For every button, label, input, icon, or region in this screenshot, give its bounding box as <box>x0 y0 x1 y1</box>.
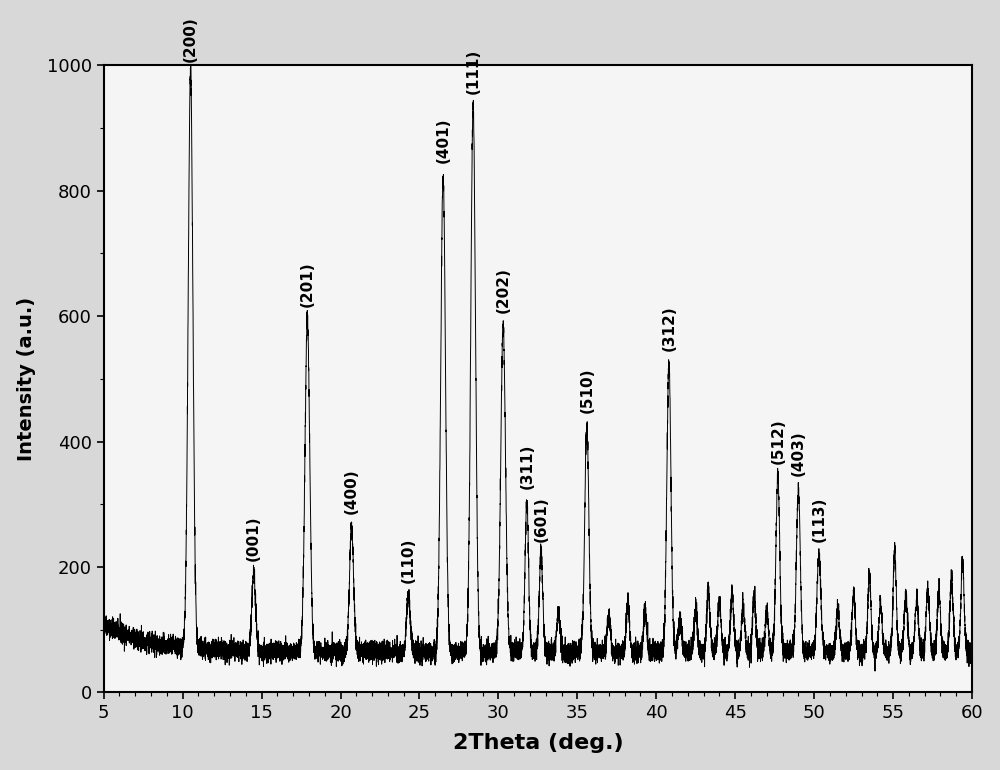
Text: (111): (111) <box>466 49 481 94</box>
Text: (113): (113) <box>811 497 826 542</box>
Text: (201): (201) <box>300 261 315 306</box>
Text: (202): (202) <box>496 267 511 313</box>
Text: (510): (510) <box>579 368 594 413</box>
Text: (311): (311) <box>519 444 534 489</box>
Text: (401): (401) <box>436 117 451 162</box>
Text: (001): (001) <box>246 515 261 561</box>
Text: (601): (601) <box>534 497 549 542</box>
Y-axis label: Intensity (a.u.): Intensity (a.u.) <box>17 297 36 461</box>
Text: (400): (400) <box>344 468 359 514</box>
Text: (403): (403) <box>791 430 806 476</box>
X-axis label: 2Theta (deg.): 2Theta (deg.) <box>453 733 623 753</box>
Text: (110): (110) <box>401 537 416 583</box>
Text: (312): (312) <box>661 305 676 350</box>
Text: (200): (200) <box>183 16 198 62</box>
Text: (512): (512) <box>770 418 785 464</box>
